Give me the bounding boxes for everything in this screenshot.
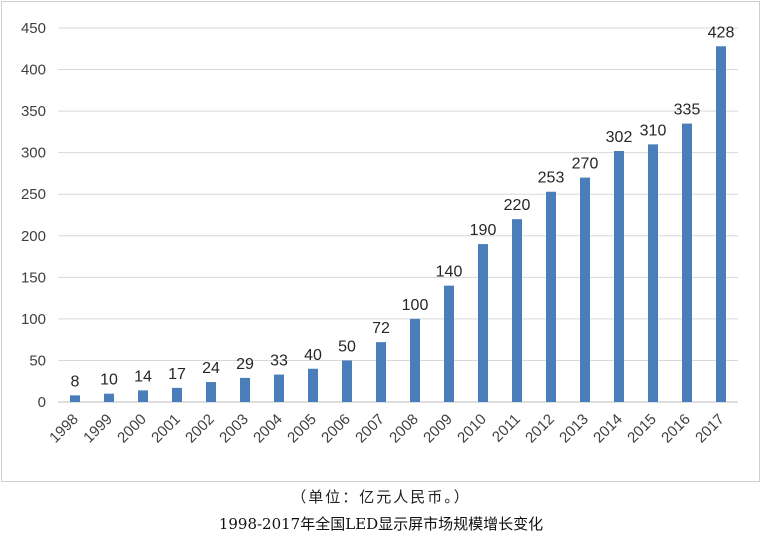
y-tick-label: 50 xyxy=(29,352,46,369)
bar-2009 xyxy=(444,285,454,402)
x-tick-label: 2004 xyxy=(250,411,286,447)
data-label: 10 xyxy=(100,372,118,389)
unit-note: （单位：亿元人民币。） xyxy=(291,488,471,506)
x-tick-label: 2005 xyxy=(284,411,320,447)
x-tick-label: 2009 xyxy=(420,411,456,447)
x-tick-label: 2007 xyxy=(352,411,388,447)
x-tick-label: 2017 xyxy=(692,411,728,447)
x-tick-label: 2002 xyxy=(182,411,218,447)
x-tick-label: 2013 xyxy=(556,411,592,447)
data-label: 17 xyxy=(168,366,186,383)
x-tick-label: 1999 xyxy=(80,411,116,447)
y-tick-label: 150 xyxy=(21,269,46,286)
bar-2007 xyxy=(376,342,386,402)
data-label: 40 xyxy=(304,347,322,364)
data-label: 100 xyxy=(402,297,429,314)
x-tick-label: 2008 xyxy=(386,411,422,447)
x-tick-label: 2012 xyxy=(522,411,558,447)
data-label: 29 xyxy=(236,356,254,373)
x-tick-label: 2003 xyxy=(216,411,252,447)
y-tick-label: 250 xyxy=(21,186,46,203)
y-tick-label: 200 xyxy=(21,228,46,245)
bar-2004 xyxy=(274,374,284,402)
data-label: 302 xyxy=(606,129,633,146)
bar-2000 xyxy=(138,390,148,402)
bar-2003 xyxy=(240,377,250,402)
data-label: 8 xyxy=(71,373,80,390)
y-tick-label: 300 xyxy=(21,145,46,162)
bar-2015 xyxy=(648,144,658,402)
bar-2005 xyxy=(308,368,318,402)
bar-2002 xyxy=(206,382,216,402)
y-tick-label: 400 xyxy=(21,62,46,79)
x-tick-label: 2006 xyxy=(318,411,354,447)
bar-1999 xyxy=(104,393,114,402)
data-label: 24 xyxy=(202,360,220,377)
data-label: 190 xyxy=(470,222,497,239)
bar-2016 xyxy=(682,123,692,403)
data-label: 270 xyxy=(572,156,599,173)
bar-2012 xyxy=(546,191,556,402)
bar-1998 xyxy=(70,395,80,402)
y-tick-label: 100 xyxy=(21,311,46,328)
x-tick-label: 2014 xyxy=(590,411,626,447)
figure-caption: 1998-2017年全国LED显示屏市场规模增长变化 xyxy=(218,515,544,533)
data-label: 335 xyxy=(674,102,701,119)
y-tick-label: 0 xyxy=(38,394,46,411)
data-label: 72 xyxy=(372,320,390,337)
data-label: 50 xyxy=(338,338,356,355)
data-label: 253 xyxy=(538,170,565,187)
data-label: 310 xyxy=(640,122,667,139)
bar-2013 xyxy=(580,177,590,402)
data-label: 220 xyxy=(504,197,531,214)
data-label: 428 xyxy=(708,24,735,41)
data-label: 140 xyxy=(436,264,463,281)
bar-2001 xyxy=(172,387,182,402)
x-tick-label: 2011 xyxy=(489,411,524,446)
x-tick-label: 2010 xyxy=(454,411,490,447)
y-tick-label: 450 xyxy=(21,20,46,37)
bar-chart: 0501001502002503003504004508199810199914… xyxy=(21,20,738,447)
x-tick-label: 1998 xyxy=(46,411,82,447)
x-tick-label: 2000 xyxy=(114,411,150,447)
bar-2010 xyxy=(478,244,488,402)
bar-2017 xyxy=(716,46,726,402)
x-tick-label: 2015 xyxy=(624,411,660,447)
x-tick-label: 2001 xyxy=(148,411,184,447)
y-tick-label: 350 xyxy=(21,103,46,120)
bar-2011 xyxy=(512,219,522,402)
bar-2006 xyxy=(342,360,352,402)
bar-2008 xyxy=(410,318,420,402)
data-label: 33 xyxy=(270,353,288,370)
bar-2014 xyxy=(614,151,624,402)
x-tick-label: 2016 xyxy=(658,411,694,447)
data-label: 14 xyxy=(134,368,152,385)
